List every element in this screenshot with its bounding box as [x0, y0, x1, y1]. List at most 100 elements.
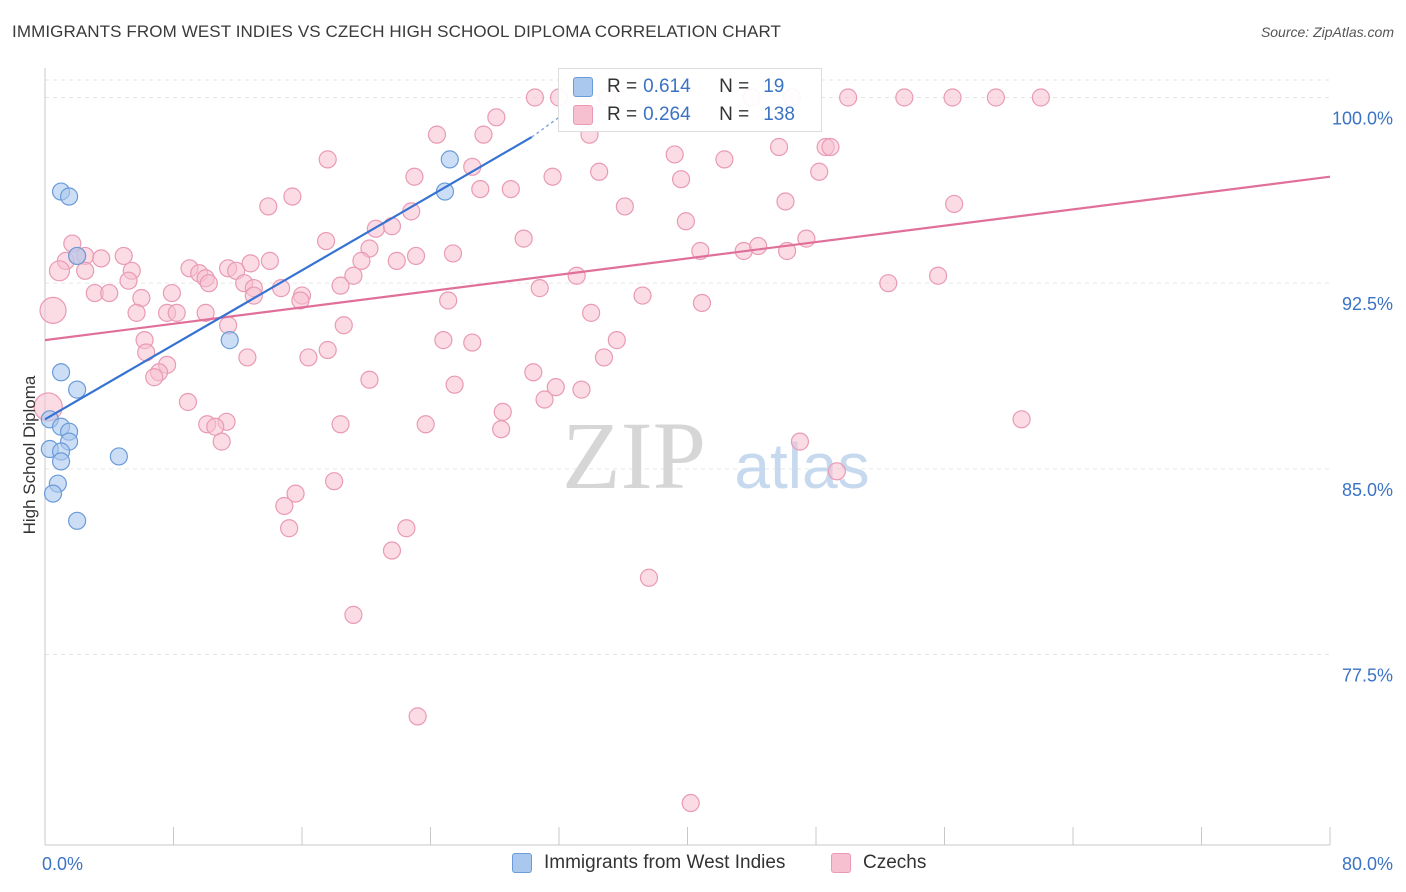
legend-n-label: N = — [719, 76, 750, 97]
czechs-point — [1012, 410, 1031, 429]
legend-r-value: 0.614 — [643, 76, 691, 97]
czechs-point — [352, 251, 371, 270]
czechs-point — [427, 125, 447, 144]
czechs-point — [76, 261, 95, 280]
czechs-point — [928, 266, 948, 285]
legend-r-label: R = — [607, 76, 638, 97]
czechs-point — [525, 88, 545, 107]
y-axis-label: High School Diploma — [20, 375, 39, 534]
legend-swatch-pink — [573, 105, 593, 125]
czechs-point — [275, 496, 294, 516]
legend-n-value: 19 — [763, 76, 785, 97]
czechs-point — [594, 348, 614, 367]
czechs-point — [546, 378, 565, 397]
legend-label-czechs: Czechs — [863, 852, 927, 873]
czechs-point — [639, 568, 659, 587]
legend-label-west-indies: Immigrants from West Indies — [544, 852, 786, 873]
x-tick-label: 0.0% — [42, 854, 83, 874]
czechs-point — [199, 274, 218, 293]
west-indies-trend-line — [44, 136, 533, 421]
czechs-point — [776, 192, 795, 211]
czechs-point — [114, 246, 133, 266]
czechs-point — [439, 291, 458, 310]
czechs-point — [524, 363, 543, 382]
czechs-point — [434, 331, 453, 350]
czechs-point — [344, 605, 363, 624]
west-indies-point — [220, 331, 239, 350]
czechs-point — [387, 251, 406, 270]
legend-item-czechs: Czechs — [831, 852, 926, 874]
czechs-point — [283, 187, 302, 206]
czechs-point — [100, 283, 119, 303]
czechs-point — [692, 293, 712, 313]
czechs-point — [382, 217, 402, 236]
czechs-point — [259, 197, 278, 216]
legend-r-label: R = — [607, 104, 638, 125]
west-indies-point — [440, 150, 459, 169]
legend-item-west-indies: Immigrants from West Indies — [512, 852, 785, 874]
czechs-point — [839, 88, 858, 107]
czechs-point — [665, 145, 684, 164]
czechs-point — [382, 541, 402, 560]
czechs-point — [443, 244, 463, 263]
west-indies-point — [68, 511, 87, 530]
czechs-point — [145, 368, 164, 387]
czechs-point — [493, 402, 512, 421]
czechs-point — [535, 390, 554, 409]
czechs-point — [405, 167, 424, 186]
czechs-point — [943, 88, 962, 107]
chart-title: IMMIGRANTS FROM WEST INDIES VS CZECH HIG… — [12, 22, 782, 41]
czechs-points — [33, 88, 1050, 813]
czechs-point — [530, 279, 549, 298]
czechs-point — [676, 212, 695, 231]
czechs-point — [360, 370, 379, 389]
czechs-point — [408, 707, 427, 726]
legend-n-label: N = — [719, 104, 750, 125]
czechs-point — [344, 266, 363, 285]
czechs-point — [895, 88, 914, 107]
legend-swatch-pink — [831, 853, 851, 873]
czechs-point — [607, 331, 626, 350]
czechs-point — [316, 231, 336, 251]
watermark-zip: ZIP — [562, 402, 706, 509]
west-indies-point — [59, 187, 79, 206]
czechs-point — [318, 150, 337, 169]
czechs-point — [501, 179, 520, 199]
west-indies-point — [51, 452, 71, 471]
czechs-point — [514, 229, 533, 248]
czechs-point — [810, 162, 829, 181]
legend-swatch-blue — [512, 853, 532, 873]
correlation-legend: R = 0.614 N = 19 R = 0.264 N = 138 — [558, 68, 822, 132]
czechs-point — [167, 303, 186, 322]
trend-lines — [44, 116, 1331, 421]
czechs-point — [318, 340, 337, 360]
czechs-point — [286, 484, 305, 503]
west-indies-point — [43, 484, 63, 503]
czechs-point — [299, 348, 318, 367]
west-indies-point — [51, 363, 71, 382]
legend-r-value: 0.264 — [643, 104, 691, 125]
czechs-point — [572, 380, 591, 399]
y-tick-label: 85.0% — [1342, 480, 1393, 500]
czechs-point — [39, 296, 67, 324]
legend-row-czechs: R = 0.264 N = 138 — [573, 101, 795, 129]
czechs-point — [827, 462, 846, 481]
gridlines — [45, 79, 1330, 655]
czechs-point — [487, 108, 506, 127]
czechs-point — [567, 266, 586, 285]
czechs-point — [492, 420, 511, 439]
y-tick-label: 92.5% — [1342, 294, 1393, 314]
czechs-point — [945, 194, 964, 214]
y-tick-label: 100.0% — [1332, 109, 1393, 129]
czechs-point — [291, 291, 310, 310]
west-indies-point — [109, 447, 128, 466]
czechs-point — [633, 286, 652, 305]
czechs-point — [331, 276, 350, 295]
czechs-point — [212, 432, 231, 451]
czechs-point — [543, 167, 562, 186]
czechs-point — [331, 415, 350, 434]
czechs-point — [280, 519, 299, 538]
czechs-point — [879, 274, 898, 293]
czechs-point — [92, 249, 111, 268]
